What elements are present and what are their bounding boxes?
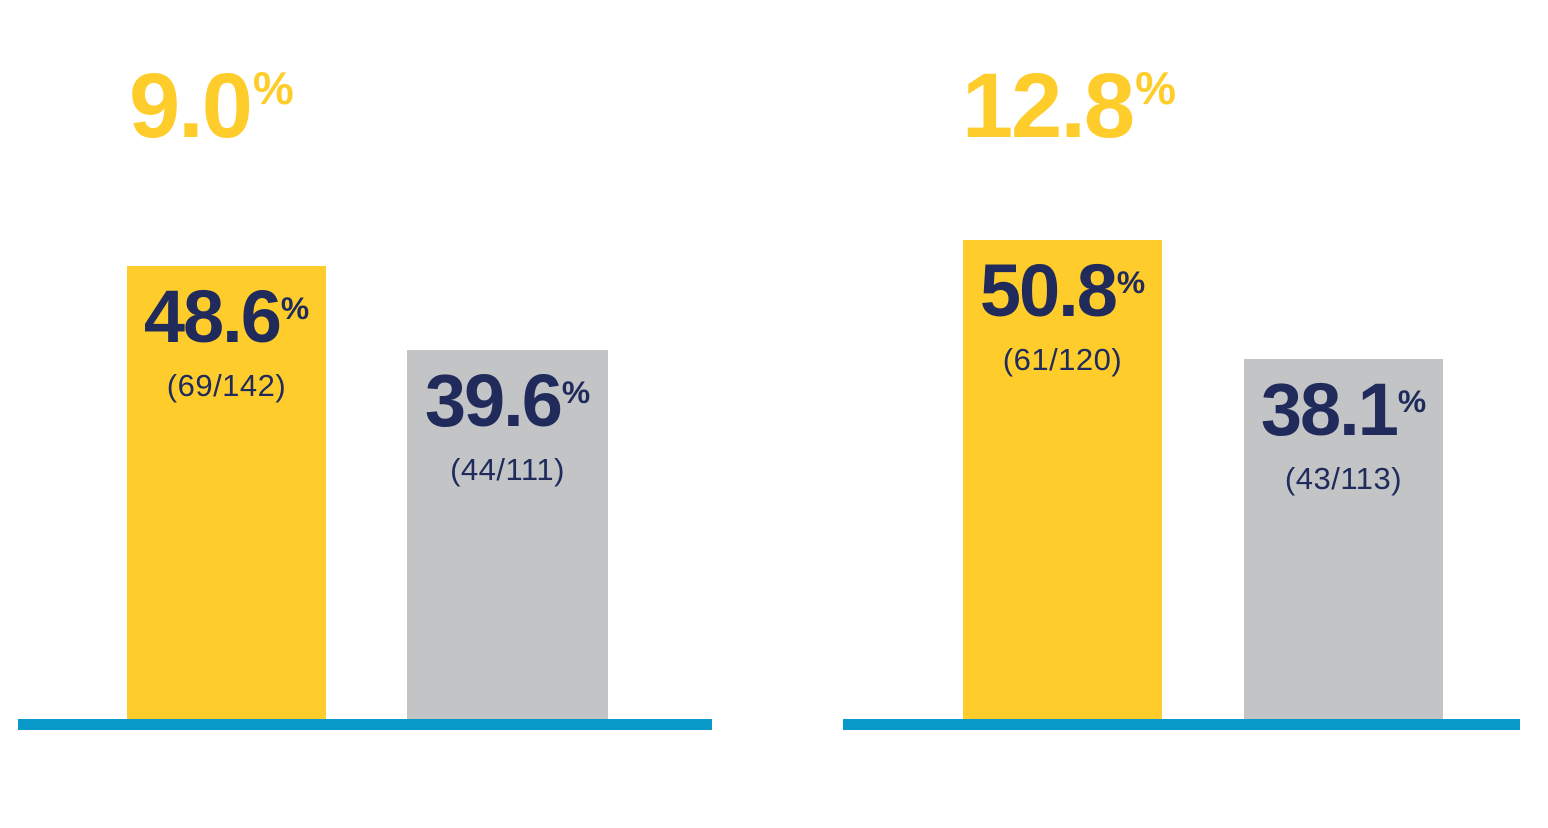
- bar-fraction-label: (69/142): [166, 368, 287, 403]
- difference-headline-panel-2: 12.8%: [962, 60, 1176, 152]
- baseline-panel-2: [843, 719, 1520, 730]
- bar-fraction-label: (61/120): [1002, 342, 1123, 377]
- bar-percent-value: 39.6: [424, 359, 563, 442]
- bar-fraction-label: (44/111): [450, 452, 565, 487]
- percent-sign: %: [1135, 61, 1176, 114]
- bar-panel-2-highlighted: 50.8% (61/120): [963, 240, 1162, 719]
- bar-value-label: 50.8%: [963, 254, 1162, 328]
- difference-value-panel-1: 9.0: [129, 55, 253, 157]
- percent-sign: %: [252, 61, 294, 114]
- bar-panel-1-highlighted: 48.6% (69/142): [127, 266, 326, 719]
- bar-value-label: 38.1%: [1244, 373, 1443, 447]
- bar-percent-value: 50.8: [979, 249, 1118, 332]
- bar-panel-1-comparator: 39.6% (44/111): [407, 350, 608, 719]
- bar-percent-value: 48.6: [143, 275, 282, 358]
- percent-sign: %: [1116, 264, 1146, 301]
- baseline-panel-1: [18, 719, 712, 730]
- bar-fraction-label: (43/113): [1284, 461, 1403, 496]
- percent-sign: %: [561, 374, 591, 411]
- bar-panel-2-comparator: 38.1% (43/113): [1244, 359, 1443, 719]
- percent-sign: %: [280, 290, 310, 327]
- bar-value-label: 39.6%: [407, 364, 608, 438]
- difference-headline-panel-1: 9.0%: [129, 60, 294, 152]
- bar-percent-value: 38.1: [1260, 368, 1399, 451]
- percent-sign: %: [1397, 383, 1427, 420]
- bar-value-label: 48.6%: [127, 280, 326, 354]
- difference-value-panel-2: 12.8: [962, 55, 1135, 157]
